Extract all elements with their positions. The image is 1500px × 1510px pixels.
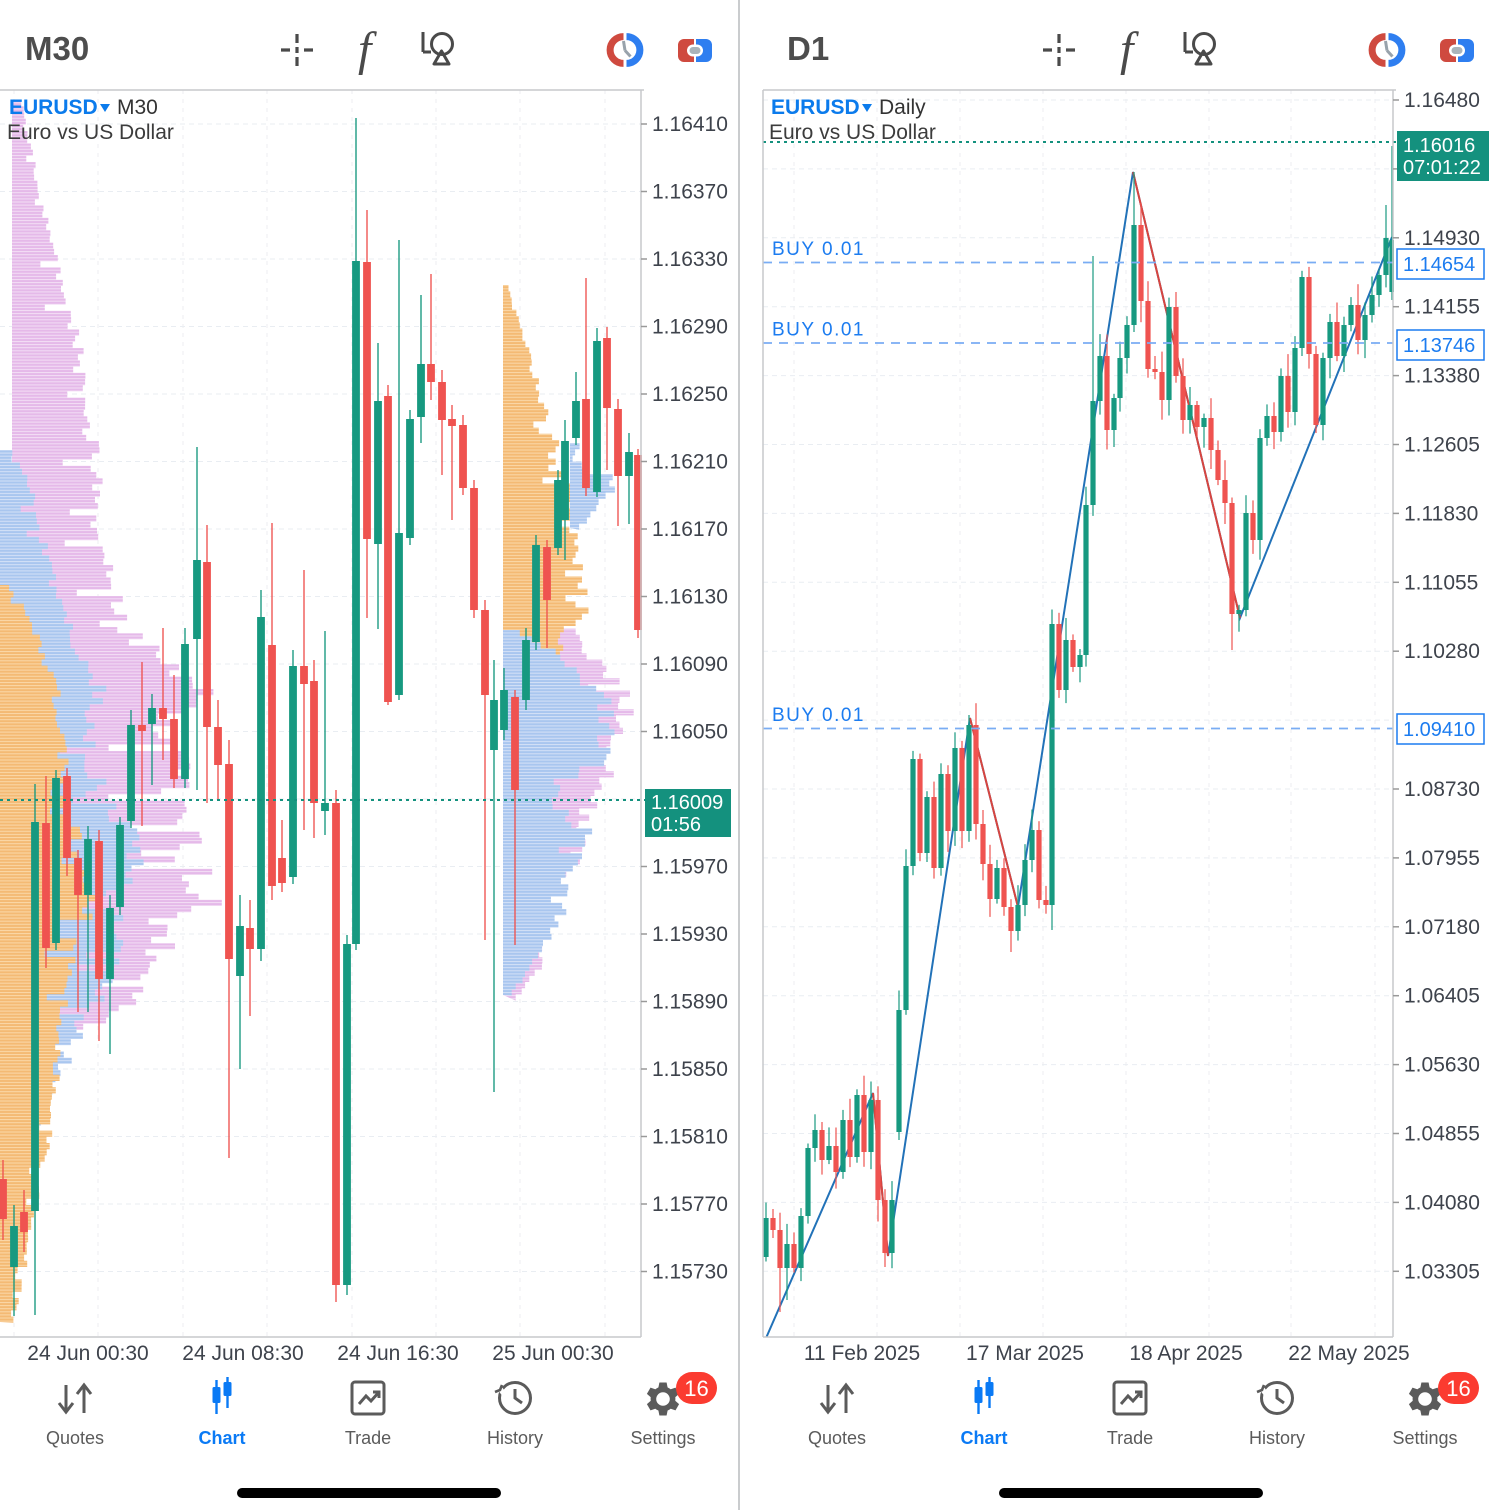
svg-text:BUY 0.01: BUY 0.01 [772,705,865,726]
svg-text:f: f [358,23,377,76]
svg-text:1.16330: 1.16330 [652,248,728,271]
svg-text:1.14155: 1.14155 [1404,296,1480,319]
svg-text:11 Feb 2025: 11 Feb 2025 [804,1342,920,1365]
svg-text:24 Jun 08:30: 24 Jun 08:30 [182,1342,303,1365]
svg-text:D1: D1 [787,30,829,67]
svg-text:1.15890: 1.15890 [652,991,728,1014]
svg-text:17 Mar 2025: 17 Mar 2025 [966,1342,1084,1365]
svg-text:Quotes: Quotes [46,1428,104,1448]
svg-text:1.15970: 1.15970 [652,856,728,879]
svg-text:Daily: Daily [879,96,926,119]
svg-text:1.16290: 1.16290 [652,316,728,339]
svg-text:1.07955: 1.07955 [1404,847,1480,870]
svg-text:1.11055: 1.11055 [1404,571,1478,594]
svg-text:1.16130: 1.16130 [652,586,728,609]
svg-text:1.06405: 1.06405 [1404,985,1480,1008]
svg-text:Chart: Chart [198,1428,245,1448]
svg-text:1.05630: 1.05630 [1404,1054,1480,1077]
svg-text:1.15810: 1.15810 [652,1126,728,1149]
svg-text:16: 16 [684,1376,708,1401]
svg-text:1.15850: 1.15850 [652,1058,728,1081]
svg-text:1.13380: 1.13380 [1404,365,1480,388]
svg-text:1.16170: 1.16170 [652,518,728,541]
svg-text:01:56: 01:56 [651,814,701,836]
svg-text:Euro vs US Dollar: Euro vs US Dollar [769,121,936,144]
svg-text:1.15770: 1.15770 [652,1193,728,1216]
svg-text:1.07180: 1.07180 [1404,916,1480,939]
svg-text:History: History [1249,1428,1305,1448]
svg-text:Quotes: Quotes [808,1428,866,1448]
svg-text:Settings: Settings [1392,1428,1457,1448]
svg-text:1.14930: 1.14930 [1404,227,1480,250]
svg-text:Euro vs US Dollar: Euro vs US Dollar [7,121,174,144]
svg-text:EURUSD: EURUSD [771,96,860,119]
svg-text:1.16009: 1.16009 [651,792,723,814]
svg-text:1.16250: 1.16250 [652,383,728,406]
svg-text:M30: M30 [117,96,158,119]
svg-text:1.16090: 1.16090 [652,653,728,676]
svg-text:1.16370: 1.16370 [652,181,728,204]
svg-text:1.11830: 1.11830 [1404,502,1478,525]
svg-text:07:01:22: 07:01:22 [1403,157,1481,179]
svg-text:1.16016: 1.16016 [1403,135,1475,157]
svg-text:24 Jun 00:30: 24 Jun 00:30 [27,1342,148,1365]
svg-text:BUY 0.01: BUY 0.01 [772,239,865,260]
svg-text:1.16050: 1.16050 [652,721,728,744]
svg-text:1.04080: 1.04080 [1404,1191,1480,1214]
svg-text:24 Jun 16:30: 24 Jun 16:30 [337,1342,458,1365]
svg-text:22 May 2025: 22 May 2025 [1288,1342,1409,1365]
svg-text:1.16210: 1.16210 [652,451,728,474]
svg-text:1.14654: 1.14654 [1403,254,1475,276]
svg-text:1.12605: 1.12605 [1404,434,1480,457]
svg-text:BUY 0.01: BUY 0.01 [772,320,865,341]
svg-text:1.13746: 1.13746 [1403,335,1475,357]
svg-text:1.16410: 1.16410 [652,113,728,136]
svg-text:1.04855: 1.04855 [1404,1123,1480,1146]
svg-text:1.03305: 1.03305 [1404,1260,1480,1283]
svg-text:Trade: Trade [345,1428,391,1448]
svg-text:1.08730: 1.08730 [1404,778,1480,801]
svg-text:f: f [1120,23,1139,76]
svg-text:Chart: Chart [960,1428,1007,1448]
svg-text:History: History [487,1428,543,1448]
svg-text:16: 16 [1446,1376,1470,1401]
svg-text:Trade: Trade [1107,1428,1153,1448]
svg-text:M30: M30 [25,30,89,67]
svg-text:Settings: Settings [630,1428,695,1448]
svg-text:1.10280: 1.10280 [1404,640,1480,663]
svg-text:EURUSD: EURUSD [9,96,98,119]
svg-text:18 Apr 2025: 18 Apr 2025 [1129,1342,1242,1365]
svg-text:25 Jun 00:30: 25 Jun 00:30 [492,1342,613,1365]
svg-text:1.09410: 1.09410 [1403,719,1475,741]
svg-text:1.16480: 1.16480 [1404,89,1480,112]
svg-text:1.15730: 1.15730 [652,1261,728,1284]
svg-text:1.15930: 1.15930 [652,923,728,946]
